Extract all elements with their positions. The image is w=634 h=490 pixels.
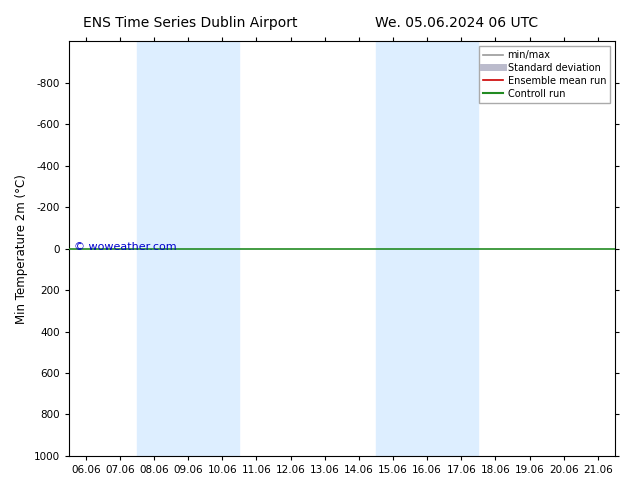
Text: ENS Time Series Dublin Airport: ENS Time Series Dublin Airport xyxy=(83,16,297,30)
Text: © woweather.com: © woweather.com xyxy=(74,242,177,251)
Legend: min/max, Standard deviation, Ensemble mean run, Controll run: min/max, Standard deviation, Ensemble me… xyxy=(479,46,610,102)
Bar xyxy=(137,41,240,456)
Bar xyxy=(376,41,478,456)
Text: We. 05.06.2024 06 UTC: We. 05.06.2024 06 UTC xyxy=(375,16,538,30)
Y-axis label: Min Temperature 2m (°C): Min Temperature 2m (°C) xyxy=(15,173,28,323)
